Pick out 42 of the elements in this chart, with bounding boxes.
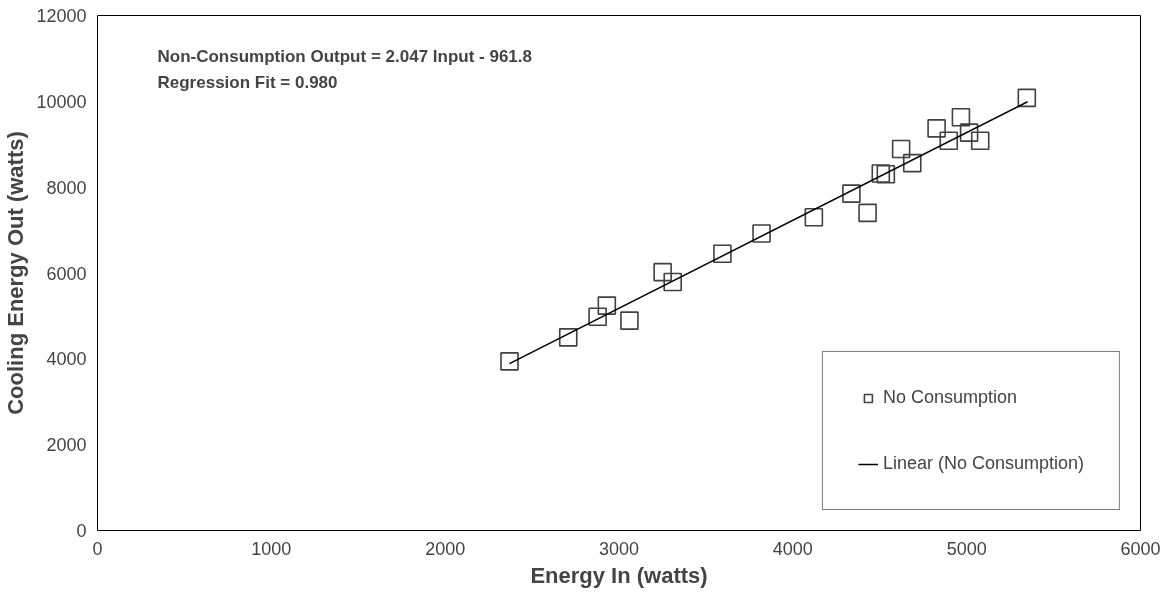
point xyxy=(891,139,911,159)
point xyxy=(1017,88,1037,108)
point xyxy=(597,296,617,315)
x-tick-label: 5000 xyxy=(946,538,987,559)
y-axis-title: Cooling Energy Out (watts) xyxy=(3,131,29,415)
point xyxy=(876,164,896,184)
point xyxy=(752,224,771,243)
x-tick-label: 3000 xyxy=(598,538,640,559)
y-tick-label: 6000 xyxy=(46,263,87,284)
y-tick-label: 8000 xyxy=(46,177,87,198)
point xyxy=(871,164,891,183)
point xyxy=(620,311,639,330)
x-tick-label: 0 xyxy=(92,538,103,559)
y-tick-label: 2000 xyxy=(46,435,87,456)
point xyxy=(663,272,683,292)
point xyxy=(558,328,578,347)
y-tick-label: 4000 xyxy=(46,349,87,370)
point xyxy=(939,131,959,151)
point xyxy=(500,352,519,371)
annotation: Non-Consumption Output = 2.047 Input - 961.8 xyxy=(157,46,532,66)
x-axis-title: Energy In (watts) xyxy=(530,562,708,588)
annotation: Regression Fit = 0.980 xyxy=(157,72,338,92)
y-tick-label: 12000 xyxy=(36,6,87,26)
point xyxy=(842,184,861,203)
point xyxy=(804,207,824,227)
y-tick-label: 0 xyxy=(76,521,87,541)
point xyxy=(927,119,946,138)
point xyxy=(653,262,672,282)
point xyxy=(970,131,990,151)
point xyxy=(713,244,732,263)
point xyxy=(902,153,922,173)
x-tick-label: 1000 xyxy=(251,538,292,559)
x-tick-label: 2000 xyxy=(425,538,466,559)
x-tick-label: 4000 xyxy=(772,538,813,559)
legend-label: No Consumption xyxy=(882,387,1017,408)
legend-label: Linear (No Consumption) xyxy=(882,453,1084,474)
point xyxy=(858,203,877,223)
point xyxy=(951,107,971,127)
point xyxy=(588,307,607,327)
x-tick-label: 6000 xyxy=(1120,538,1161,559)
y-tick-label: 10000 xyxy=(36,91,87,112)
point xyxy=(959,123,979,142)
